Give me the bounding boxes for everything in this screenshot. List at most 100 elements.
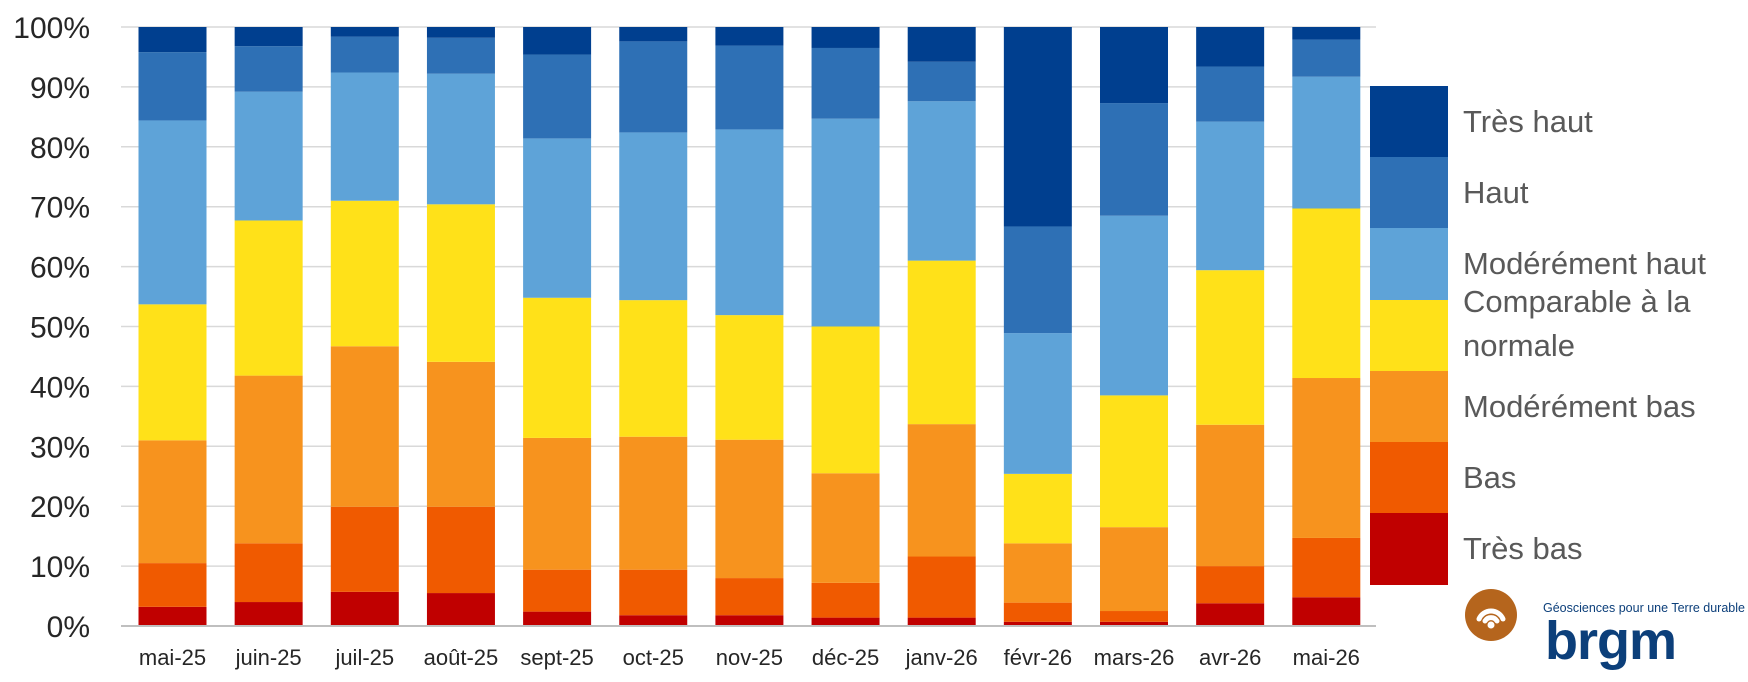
bar-segment — [523, 569, 592, 612]
y-tick-label: 80% — [30, 132, 90, 165]
bar-segment — [1196, 66, 1265, 122]
bar-segment — [138, 27, 207, 53]
bar-segment — [619, 615, 688, 626]
y-tick-label: 40% — [30, 371, 90, 404]
y-tick-label: 20% — [30, 491, 90, 524]
bar-segment — [330, 591, 399, 626]
bar-segment — [523, 54, 592, 139]
bar-segment — [426, 361, 495, 507]
bar-segment — [234, 543, 303, 603]
brgm-logo: Géosciences pour une Terre durable brgm — [1465, 585, 1748, 675]
bar-segment — [523, 437, 592, 570]
bar-segment — [811, 326, 880, 474]
bar-segment — [138, 563, 207, 607]
legend-label: Haut — [1463, 175, 1529, 211]
bar-segment — [619, 436, 688, 570]
y-tick-label: 10% — [30, 551, 90, 584]
legend-item: Haut — [1370, 157, 1748, 229]
bar-segment — [907, 101, 976, 261]
bar-segment — [138, 304, 207, 441]
y-tick-label: 90% — [30, 72, 90, 105]
bar-segment — [234, 91, 303, 221]
bar-segment — [715, 615, 784, 626]
bar-segment — [811, 27, 880, 48]
x-tick-label: mars-26 — [1094, 645, 1175, 670]
legend-swatch — [1370, 370, 1448, 443]
bar-segment — [1100, 27, 1168, 104]
bar-segment — [907, 617, 976, 626]
bar-segment — [523, 297, 592, 438]
bar-segment — [715, 578, 784, 616]
bar-segment — [1196, 566, 1265, 604]
bar-segment — [811, 617, 880, 626]
bar-segment — [138, 606, 207, 626]
bar-segment — [811, 118, 880, 327]
x-tick-label: oct-25 — [623, 645, 684, 670]
bar-segment — [715, 27, 784, 46]
bar-segment — [619, 27, 688, 42]
bar-segment — [715, 315, 784, 440]
y-tick-label: 70% — [30, 192, 90, 225]
bar-segment — [1100, 527, 1168, 612]
legend-label: Très haut — [1463, 104, 1593, 139]
bar-segment — [234, 46, 303, 92]
bar-segment — [811, 47, 880, 119]
bar-segment — [426, 593, 495, 626]
y-tick-label: 60% — [30, 252, 90, 285]
bar-segment — [330, 27, 399, 37]
y-tick-label: 0% — [47, 611, 90, 644]
y-axis-ticks: 0% 10% 20% 30% 40% 50% 60% 70% 80% 90% 100% — [13, 12, 90, 644]
legend-swatch — [1370, 442, 1448, 514]
bar-segment — [1292, 597, 1361, 626]
bar-segment — [523, 27, 592, 55]
bar-segment — [1196, 424, 1265, 567]
bar-segment — [426, 73, 495, 205]
bar-segment — [619, 569, 688, 616]
logo-wordmark: brgm — [1545, 611, 1677, 671]
x-tick-label: mai-26 — [1293, 645, 1360, 670]
bar-segment — [1196, 121, 1265, 271]
bar-segment — [426, 27, 495, 38]
bar-segment — [1100, 215, 1168, 396]
bar-segment — [619, 41, 688, 133]
bar-segment — [1292, 537, 1361, 598]
legend-item: Comparable à la normale — [1370, 284, 1748, 372]
bar-segment — [426, 37, 495, 74]
bar-segment — [1292, 208, 1361, 379]
bar-segment — [330, 200, 399, 347]
legend-label: Comparable à la normale — [1463, 283, 1691, 363]
bar-segment — [426, 506, 495, 594]
bar-segment — [1003, 543, 1072, 603]
bar-segment — [1196, 270, 1265, 425]
x-tick-label: févr-26 — [1004, 645, 1072, 670]
bar-segment — [1003, 226, 1072, 334]
legend-item: Modérément haut — [1370, 228, 1748, 301]
bar-segment — [1196, 27, 1265, 67]
legend-label: Modérément haut — [1463, 246, 1706, 282]
bar-segment — [330, 506, 399, 592]
bar-segment — [907, 556, 976, 618]
bar-segment — [1100, 611, 1168, 622]
bar-segment — [715, 45, 784, 130]
x-tick-label: avr-26 — [1199, 645, 1261, 670]
legend-item: Très bas — [1370, 513, 1748, 585]
bars — [138, 27, 1361, 626]
bar-segment — [1100, 103, 1168, 216]
x-tick-label: sept-25 — [520, 645, 593, 670]
bar-segment — [330, 36, 399, 73]
y-tick-label: 100% — [13, 12, 90, 45]
bar-segment — [907, 260, 976, 425]
bar-segment — [1196, 603, 1265, 626]
legend-swatch — [1370, 86, 1448, 158]
bar-segment — [619, 132, 688, 301]
legend-item: Très haut — [1370, 86, 1748, 158]
x-tick-label: janv-26 — [905, 645, 978, 670]
legend-label: Très bas — [1463, 531, 1583, 567]
bar-segment — [1003, 621, 1072, 626]
x-tick-label: juil-25 — [334, 645, 394, 670]
bar-segment — [330, 72, 399, 201]
bar-segment — [330, 346, 399, 507]
y-tick-label: 30% — [30, 431, 90, 464]
bar-segment — [234, 375, 303, 544]
legend: Très haut Haut Modérément haut Comparable à… — [1370, 86, 1748, 585]
